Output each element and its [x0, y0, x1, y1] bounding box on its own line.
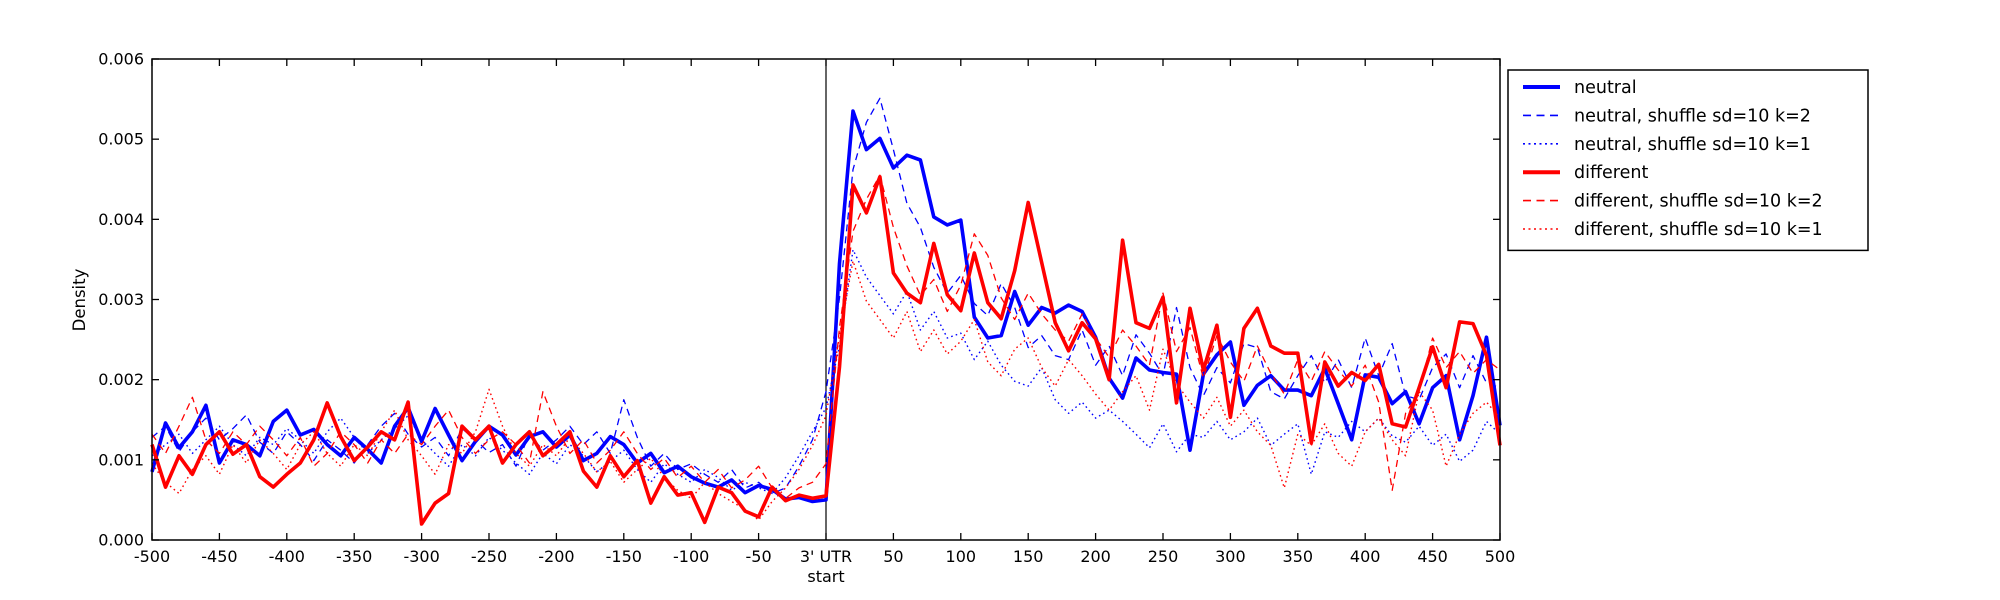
series-line-1	[151, 97, 1501, 495]
x-tick-label: -150	[606, 547, 642, 566]
legend-label: neutral	[1574, 78, 1637, 98]
y-tick-label: 0.004	[98, 210, 144, 229]
x-tick-label: 400	[1350, 547, 1381, 566]
x-tick-label: 3' UTR	[800, 547, 852, 566]
x-tick-label: -450	[201, 547, 237, 566]
chart-series	[150, 97, 1502, 526]
legend-label: different	[1574, 163, 1648, 183]
x-tick-label: -300	[403, 547, 439, 566]
x-tick-label: -400	[269, 547, 305, 566]
y-tick-label: 0.002	[98, 370, 144, 389]
axis-tick-labels: -500 -450 -400 -350 -300 -250 -200 -150 -100 -50 3…	[98, 50, 1515, 587]
x-tick-label: -50	[746, 547, 772, 566]
x-tick-label: 350	[1283, 547, 1314, 566]
legend-label: neutral, shuffle sd=10 k=1	[1574, 135, 1811, 155]
y-tick-label: 0.001	[98, 450, 144, 469]
legend-box	[1507, 69, 1869, 252]
y-tick-label: 0.005	[98, 130, 144, 149]
y-tick-label: 0.006	[98, 50, 144, 69]
x-tick-label: 100	[946, 547, 977, 566]
y-tick-label: 0.003	[98, 290, 144, 309]
x-tick-label: 200	[1080, 547, 1111, 566]
legend-label: different, shuffle sd=10 k=2	[1574, 192, 1823, 212]
legend-label: different, shuffle sd=10 k=1	[1574, 220, 1823, 240]
x-tick-label: 450	[1417, 547, 1448, 566]
chart-axes	[151, 58, 1501, 541]
x-tick-label: -100	[673, 547, 709, 566]
legend: neutral neutral, shuffle sd=10 k=2 neutral…	[1507, 69, 1869, 252]
x-tick-label: 300	[1215, 547, 1246, 566]
y-tick-label: 0.000	[98, 531, 144, 550]
x-tick-label: 50	[883, 547, 903, 566]
y-axis-label: Density	[70, 268, 89, 331]
x-tick-label: -350	[336, 547, 372, 566]
x-tick-label-line2: start	[807, 567, 844, 586]
x-tick-label: -200	[538, 547, 574, 566]
x-tick-label: -250	[471, 547, 507, 566]
x-tick-label: 250	[1148, 547, 1179, 566]
legend-label: neutral, shuffle sd=10 k=2	[1574, 106, 1811, 126]
series-line-4	[151, 174, 1501, 499]
series-line-5	[151, 260, 1501, 521]
x-tick-label: 500	[1485, 547, 1516, 566]
x-tick-label: -500	[134, 547, 170, 566]
x-tick-label: 150	[1013, 547, 1044, 566]
series-line-3	[150, 175, 1502, 526]
